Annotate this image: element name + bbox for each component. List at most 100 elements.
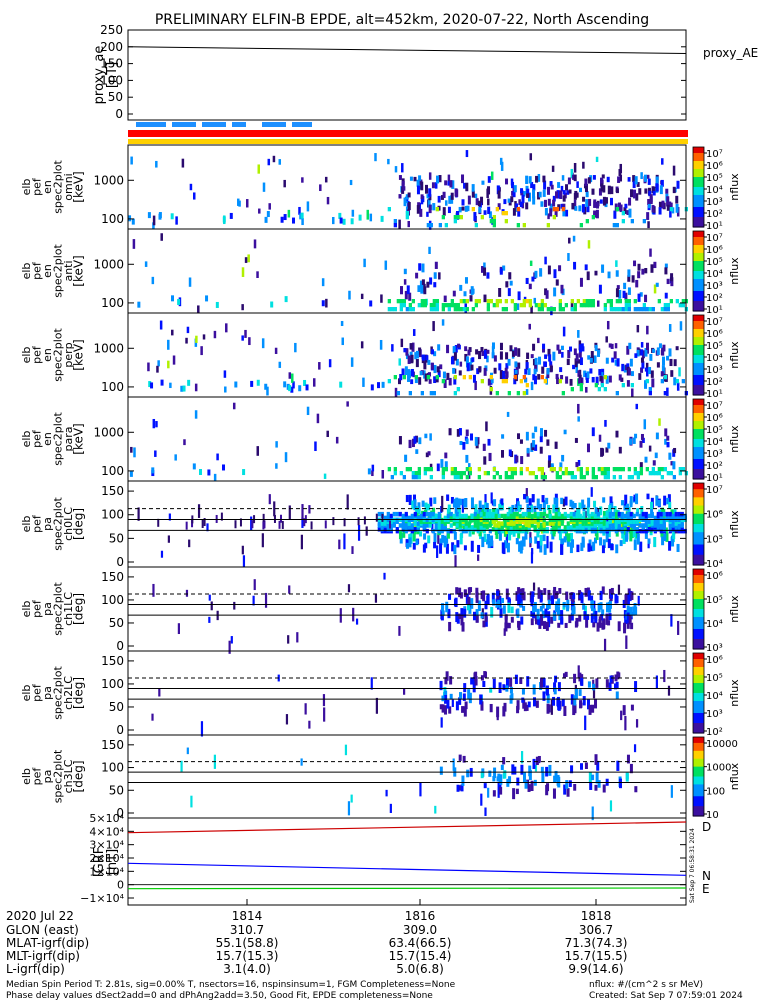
colorbar-unit-label: nflux xyxy=(728,595,741,623)
fgm-status-segment xyxy=(136,122,166,127)
panel-ylabel-line: [deg] xyxy=(72,593,86,625)
panel-ylabel-line: spec2plot xyxy=(52,749,65,803)
colorbar-tick-label: 10³ xyxy=(706,709,723,720)
colorbar-tick-label: 10⁵ xyxy=(706,257,723,268)
panel-ylabel-line: pa xyxy=(41,602,54,616)
colorbar-tick-label: 10⁴ xyxy=(706,269,723,280)
pa-tick-label: 100 xyxy=(101,761,124,775)
xaxis-row-value: 9.9(14.6) xyxy=(568,962,623,976)
panel-ylabel-line: [keV] xyxy=(72,171,86,202)
spectrogram-para: 1000100elbpefenspec2plotpara[keV]10⁷10⁶1… xyxy=(20,396,741,484)
colorbar-tick-label: 10¹ xyxy=(706,473,723,484)
colorbar-tick-label: 10⁵ xyxy=(706,673,723,684)
pa-tick-label: 100 xyxy=(101,508,124,522)
panel-ylabel-line: pef xyxy=(31,261,44,280)
colorbar-tick-label: 10⁶ xyxy=(706,510,723,521)
igrf-tick-label: −1×10⁴ xyxy=(80,892,124,905)
panel-ylabel-line: pef xyxy=(31,345,44,364)
colorbar-tick-label: 10¹ xyxy=(706,389,723,400)
colorbar-tick-label: 10² xyxy=(706,377,723,388)
colorbar-tick-label: 10⁶ xyxy=(706,161,723,172)
energy-tick-label: 1000 xyxy=(93,425,124,439)
panel-ylabel-line: pef xyxy=(31,429,44,448)
colorbar-tick-label: 10³ xyxy=(706,643,723,654)
colorbar-tick-label: 10² xyxy=(706,727,723,738)
panel-ylabel-line: pef xyxy=(31,514,44,533)
panel-ylabel-line: para xyxy=(62,427,75,452)
panel-ylabel-line: elb xyxy=(20,685,33,702)
colorbar-tick-label: 10⁴ xyxy=(706,185,723,196)
panel-ylabel-line: pef xyxy=(31,767,44,786)
colorbar-tick-label: 10³ xyxy=(706,197,723,208)
colorbar-tick-label: 10⁷ xyxy=(706,317,723,328)
energy-tick-label: 100 xyxy=(101,464,124,478)
colorbar-tick-label: 10⁶ xyxy=(706,329,723,340)
igrf-tick-label: 4×10⁴ xyxy=(89,825,124,838)
colorbar-tick-label: 10¹ xyxy=(706,221,723,232)
colorbar-tick-label: 10⁵ xyxy=(706,173,723,184)
fgm-status-segment xyxy=(232,122,246,127)
pa-tick-label: 100 xyxy=(101,677,124,691)
colorbar-unit-label: nflux xyxy=(728,510,741,538)
colorbar-unit-label: nflux xyxy=(728,762,741,790)
colorbar-unit-label: nflux xyxy=(728,173,741,201)
proxy-ylabel-line: proxy_ae xyxy=(92,46,107,105)
colorbar-unit-label: nflux xyxy=(728,257,741,285)
colorbar-tick-label: 10⁶ xyxy=(706,245,723,256)
panel-ylabel-line: elb xyxy=(20,179,33,196)
energy-tick-label: 1000 xyxy=(93,173,124,187)
panel-ylabel-line: [deg] xyxy=(72,761,86,793)
colorbar-tick-label: 1000 xyxy=(706,763,731,774)
panel-ylabel-line: elb xyxy=(20,768,33,785)
proxy-ylabel-line: [nT] xyxy=(105,62,120,88)
panel-ylabel-line: pef xyxy=(31,599,44,618)
xaxis-row-label: GLON (east) xyxy=(6,923,79,937)
xaxis-row-label: MLAT-igrf(dip) xyxy=(6,936,89,950)
xaxis-row-label: 2020 Jul 22 xyxy=(6,909,74,923)
igrf-legend-e: E xyxy=(702,882,710,896)
igrf-tick-label: 3×10⁴ xyxy=(89,839,124,852)
energy-tick-label: 1000 xyxy=(93,341,124,355)
status-bar-yellow xyxy=(128,139,688,144)
footer-line-1: Median Spin Period T: 2.81s, sig=0.00% T… xyxy=(6,980,456,990)
colorbar-tick-label: 10⁶ xyxy=(706,571,723,582)
igrf-legend-n: N xyxy=(702,869,711,883)
panel-ylabel-line: en xyxy=(41,432,54,446)
status-bar-red xyxy=(128,130,688,137)
xaxis-row-value: 5.0(6.8) xyxy=(396,962,444,976)
footer-right-2: Created: Sat Sep 7 07:59:01 2024 xyxy=(589,991,743,1000)
panel-ylabel-line: pef xyxy=(31,177,44,196)
footer: Median Spin Period T: 2.81s, sig=0.00% T… xyxy=(6,980,743,1000)
panel-ylabel-line: ch0LC xyxy=(62,507,75,541)
igrf-tick-label: 0 xyxy=(117,879,124,892)
igrf-ylabel: IGRF[nT] xyxy=(92,847,120,877)
panel-ylabel-line: spec2plot xyxy=(52,328,65,382)
status-bars xyxy=(128,122,688,144)
colorbar-tick-label: 10⁴ xyxy=(706,559,723,570)
panel-ylabel-line: ch1LC xyxy=(62,592,75,626)
panel-ylabel-line: perp xyxy=(62,342,75,367)
panel-ylabel-line: ch3LC xyxy=(62,759,75,793)
xaxis-row-value: 310.7 xyxy=(230,923,264,937)
panel-ylabel-line: elb xyxy=(20,347,33,364)
pa-tick-label: 50 xyxy=(109,531,124,545)
pa-tick-label: 150 xyxy=(101,570,124,584)
pa-tick-label: 150 xyxy=(101,654,124,668)
panel-ylabel-line: spec2plot xyxy=(52,666,65,720)
pa-tick-label: 100 xyxy=(101,593,124,607)
xaxis-row-value: 3.1(4.0) xyxy=(223,962,271,976)
colorbar-tick-label: 10⁷ xyxy=(706,233,723,244)
proxy-ae-line xyxy=(127,46,687,55)
panel-ylabel-line: en xyxy=(41,348,54,362)
colorbar-tick-label: 10⁴ xyxy=(706,437,723,448)
colorbar-tick-label: 10⁵ xyxy=(706,425,723,436)
colorbar-tick-label: 10⁶ xyxy=(706,413,723,424)
panel-ylabel-line: elb xyxy=(20,516,33,533)
footer-line-2: Phase delay values dSect2add=0 and dPhAn… xyxy=(6,991,433,1000)
panel-ylabel-line: pef xyxy=(31,683,44,702)
panel-ylabel-line: [keV] xyxy=(72,423,86,454)
pa-tick-label: 0 xyxy=(116,723,124,737)
